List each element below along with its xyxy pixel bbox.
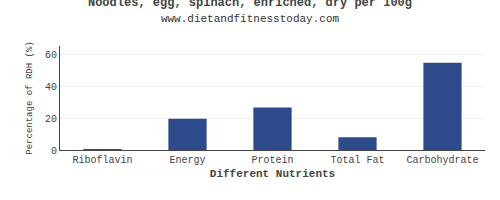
svg-text:Carbohydrate: Carbohydrate — [406, 155, 478, 166]
svg-text:0: 0 — [51, 146, 57, 157]
svg-text:Energy: Energy — [169, 155, 205, 166]
svg-text:20: 20 — [45, 114, 57, 125]
svg-text:Protein: Protein — [251, 155, 293, 166]
svg-text:Riboflavin: Riboflavin — [72, 155, 132, 166]
svg-text:40: 40 — [45, 82, 57, 93]
svg-text:Percentage of RDH (%): Percentage of RDH (%) — [25, 41, 35, 154]
svg-text:Noodles, egg, spinach, enriche: Noodles, egg, spinach, enriched, dry per… — [88, 0, 412, 25]
svg-text:60: 60 — [45, 50, 57, 61]
svg-text:Total Fat: Total Fat — [330, 155, 384, 166]
svg-text:Different Nutrients: Different Nutrients — [210, 168, 335, 180]
